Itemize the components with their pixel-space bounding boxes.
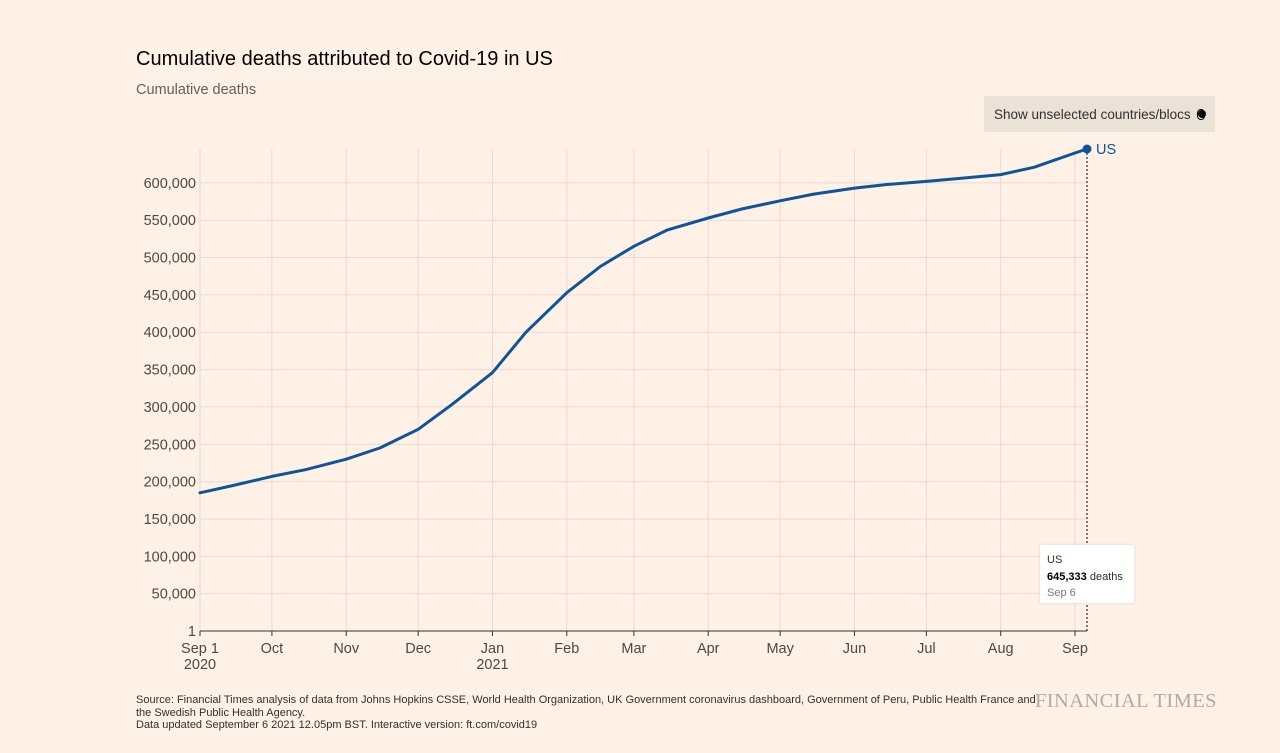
show-unselected-toggle[interactable]: Show unselected countries/blocs [984, 96, 1215, 132]
tooltip-country: US [1047, 554, 1063, 566]
gridlines [199, 149, 1087, 631]
x-tick-label: Mar [621, 641, 646, 657]
y-tick-label: 450,000 [144, 288, 196, 304]
x-tick-label: Sep 1 [181, 641, 219, 657]
tooltip-date: Sep 6 [1047, 587, 1076, 599]
ft-logo: FINANCIAL TIMES [1035, 690, 1217, 712]
series-label: US [1096, 142, 1116, 158]
y-tick-label: 250,000 [144, 437, 196, 453]
x-tick-label: Jul [917, 641, 936, 657]
x-tick-label: Apr [697, 641, 720, 657]
source-text: Source: Financial Times analysis of data… [136, 694, 1036, 719]
x-tick-year-label: 2021 [476, 657, 508, 673]
y-tick-label: 350,000 [144, 363, 196, 379]
x-tick-label: Jan [481, 641, 504, 657]
x-tick-label: Feb [554, 641, 579, 657]
x-tick-label: May [766, 641, 794, 657]
series-line-us[interactable] [198, 147, 1089, 495]
x-tick-label: Nov [333, 641, 360, 657]
y-tick-label: 500,000 [144, 251, 196, 267]
tooltip-value: 645,333 [1047, 570, 1087, 583]
tooltip-unit: deaths [1089, 570, 1123, 583]
y-tick-label: 600,000 [144, 176, 196, 192]
source-note: Source: Financial Times analysis of data… [136, 694, 1036, 732]
chart-subtitle: Cumulative deaths [136, 82, 257, 98]
data-tooltip: US 645,333 deaths Sep 6 [1040, 545, 1134, 603]
y-axis-ticks: 150,000100,000150,000200,000250,000300,0… [144, 176, 196, 640]
y-tick-label: 150,000 [144, 512, 196, 528]
data-updated-text: Data updated September 6 2021 12.05pm BS… [136, 719, 538, 731]
line-chart: 150,000100,000150,000200,000250,000300,0… [144, 142, 1117, 673]
x-tick-year-label: 2020 [184, 657, 216, 673]
y-tick-label: 550,000 [144, 213, 196, 229]
x-tick-label: Jun [843, 641, 866, 657]
x-tick-label: Sep [1062, 641, 1088, 657]
x-tick-label: Oct [261, 641, 284, 657]
y-tick-label: 200,000 [144, 475, 196, 491]
toggle-label: Show unselected countries/blocs [994, 106, 1191, 122]
y-tick-label: 400,000 [144, 325, 196, 341]
y-tick-label: 100,000 [144, 549, 196, 565]
y-tick-label: 300,000 [144, 400, 196, 416]
y-tick-label: 50,000 [152, 587, 196, 603]
series-layer[interactable]: US [198, 142, 1116, 631]
x-tick-label: Dec [405, 641, 431, 657]
toggle-switch-icon[interactable] [1196, 108, 1207, 120]
y-tick-label: 1 [188, 624, 196, 640]
tooltip-value-line: 645,333 deaths [1047, 569, 1127, 586]
series-end-point [1082, 144, 1092, 154]
chart-title: Cumulative deaths attributed to Covid-19… [136, 48, 553, 70]
x-tick-label: Aug [988, 641, 1014, 657]
